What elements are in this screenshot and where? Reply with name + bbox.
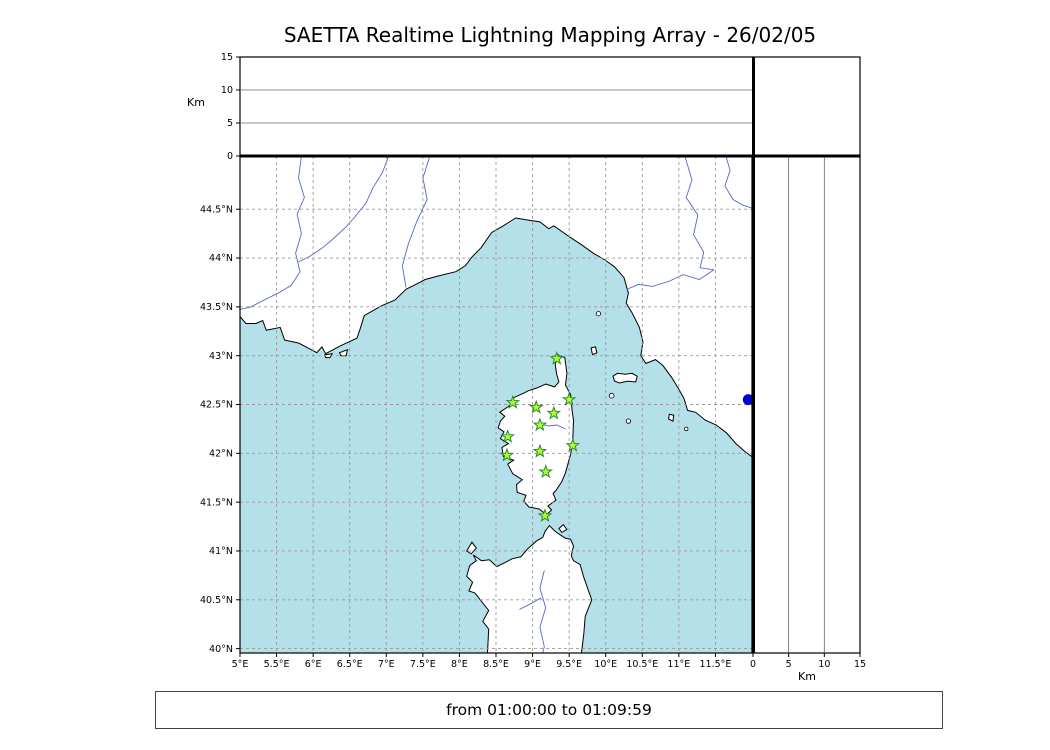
lon-tick-label: 6.5°E <box>337 659 363 670</box>
corner-panel <box>752 56 861 157</box>
coastline <box>668 413 675 422</box>
lon-tick-label: 5.5°E <box>264 659 290 670</box>
lon-tick-label: 9.5°E <box>556 659 582 670</box>
islet <box>684 426 689 432</box>
km-axis-label-left: Km <box>187 96 205 109</box>
altitude-tick-label: 10 <box>221 85 233 96</box>
altitude-latitude-panel <box>752 155 861 654</box>
lightning-events <box>742 394 752 406</box>
river <box>539 570 547 653</box>
lon-tick-label: 8.5°E <box>483 659 509 670</box>
lon-tick-label: 10°E <box>594 659 617 670</box>
coastline <box>612 372 638 384</box>
lon-tick-label: 7°E <box>378 659 395 670</box>
lat-tick-label: 43.5°N <box>200 302 233 313</box>
rivers <box>240 156 752 653</box>
altitude-tick-label: 10 <box>818 659 830 670</box>
page-title: SAETTA Realtime Lightning Mapping Array … <box>284 23 816 47</box>
lat-tick-label: 44.5°N <box>200 204 233 215</box>
lon-tick-label: 6°E <box>305 659 322 670</box>
river <box>401 156 431 288</box>
green-star-icon <box>537 508 553 523</box>
coastline <box>558 523 568 534</box>
lon-tick-label: 11°E <box>667 659 690 670</box>
axis-ticks: 44.5°N 44°N 43.5°N 43°N 42.5°N 42°N 41.5°N 41°N… <box>200 52 866 670</box>
islet <box>625 418 632 424</box>
lon-tick-label: 11.5°E <box>699 659 731 670</box>
coastline <box>466 524 593 653</box>
river <box>298 156 390 263</box>
landmasses <box>240 156 752 653</box>
river <box>684 156 715 271</box>
green-star-icon <box>532 417 548 432</box>
green-star-icon <box>500 429 516 443</box>
time-range-text: from 01:00:00 to 01:09:59 <box>446 701 652 719</box>
lon-tick-label: 7.5°E <box>410 659 436 670</box>
altitude-longitude-panel <box>239 56 754 157</box>
lat-tick-label: 43°N <box>209 351 233 362</box>
lon-tick-label: 10.5°E <box>626 659 658 670</box>
green-star-icon <box>561 391 577 406</box>
green-star-icon <box>505 394 521 409</box>
green-star-icon <box>538 464 554 479</box>
coastline <box>324 353 334 359</box>
lon-tick-label: 9°E <box>524 659 541 670</box>
green-star-icon <box>499 447 515 462</box>
lat-tick-label: 41°N <box>209 546 233 557</box>
green-star-icon <box>528 399 544 414</box>
lat-tick-label: 41.5°N <box>200 497 233 508</box>
green-star-icon <box>532 443 548 458</box>
lma-figure: SAETTA Realtime Lightning Mapping Array … <box>187 23 866 683</box>
green-star-icon <box>549 350 565 365</box>
river <box>724 156 752 209</box>
river <box>626 269 715 290</box>
lat-tick-label: 42.5°N <box>200 400 233 411</box>
lat-tick-label: 40°N <box>209 644 233 655</box>
coastline <box>240 156 752 458</box>
lon-tick-label: 5°E <box>232 659 249 670</box>
km-axis-label-bottom: Km <box>798 670 816 683</box>
altitude-tick-label: 15 <box>854 659 866 670</box>
blue-dot-icon <box>742 394 752 406</box>
station-markers <box>499 350 581 523</box>
coastline <box>497 354 575 516</box>
lat-tick-label: 40.5°N <box>200 595 233 606</box>
lat-tick-label: 42°N <box>209 449 233 460</box>
right-panel-gridlines <box>788 156 825 653</box>
green-star-icon <box>565 437 581 452</box>
coastline <box>590 346 598 356</box>
altitude-tick-label: 0 <box>750 659 756 670</box>
river <box>240 156 305 310</box>
altitude-tick-label: 15 <box>221 52 233 63</box>
lat-tick-label: 44°N <box>209 253 233 264</box>
coastline <box>338 349 349 357</box>
lon-tick-label: 8°E <box>451 659 468 670</box>
map-gridlines <box>240 156 752 653</box>
green-star-icon <box>546 405 562 420</box>
map-panel <box>239 155 753 654</box>
altitude-panel-gridlines <box>240 89 753 124</box>
islet <box>595 311 602 317</box>
altitude-tick-label: 0 <box>227 151 233 162</box>
islet <box>608 392 615 399</box>
river <box>519 597 542 610</box>
altitude-tick-label: 5 <box>227 118 233 129</box>
time-range-bar: from 01:00:00 to 01:09:59 <box>155 691 943 729</box>
altitude-tick-label: 5 <box>786 659 792 670</box>
